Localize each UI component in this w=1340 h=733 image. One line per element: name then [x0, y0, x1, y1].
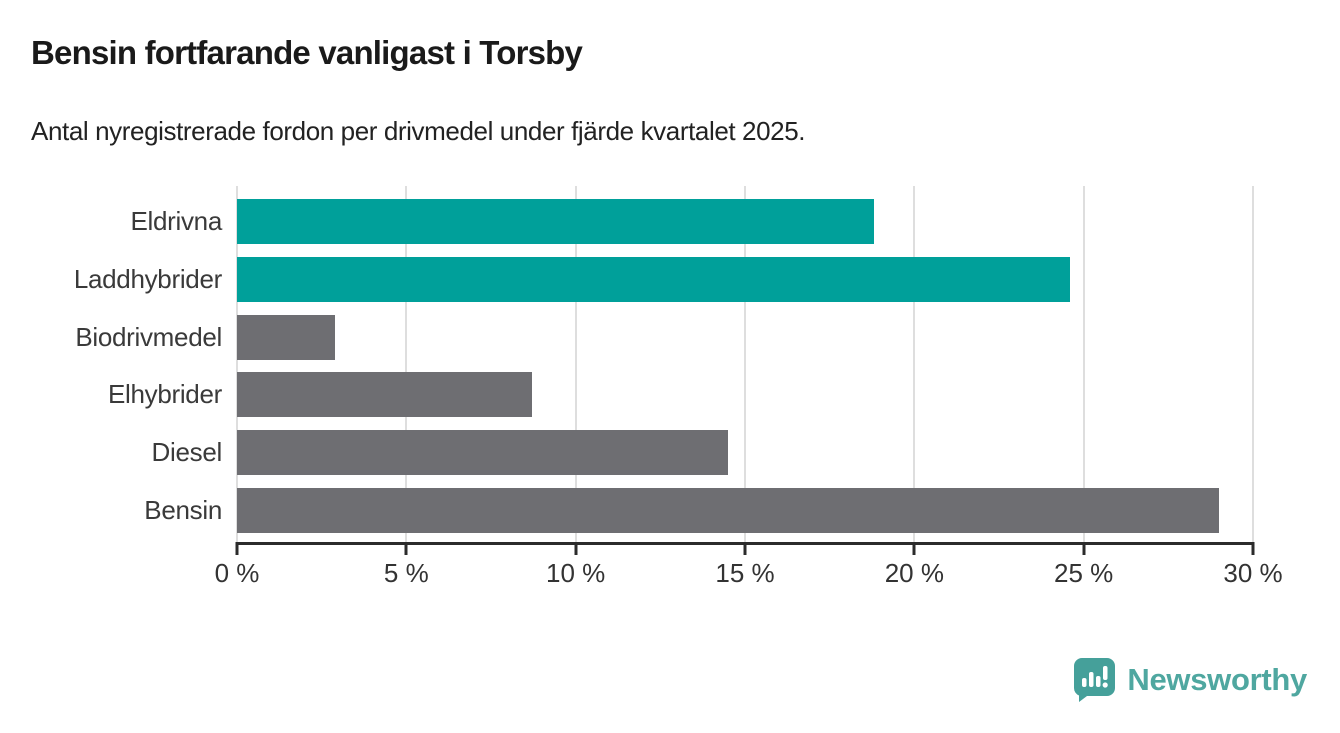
- bar-laddhybrider: [237, 256, 1071, 302]
- bar-elhybrider: [237, 372, 532, 418]
- category-label-diesel: Diesel: [151, 437, 223, 468]
- bar-row-biodrivmedel: Biodrivmedel: [75, 314, 1253, 360]
- x-tick-mark-10: [574, 542, 578, 555]
- x-tick-mark-0: [235, 542, 239, 555]
- brand-name: Newsworthy: [1127, 661, 1307, 697]
- bar-row-diesel: Diesel: [152, 430, 1253, 476]
- bar-row-eldrivna: Eldrivna: [130, 199, 1253, 244]
- x-tick-label-15: 15 %: [715, 558, 775, 588]
- gridline-0: [236, 186, 238, 542]
- x-tick-label-5: 5 %: [383, 558, 429, 588]
- x-tick-label-20: 20 %: [884, 558, 944, 588]
- gridline-10: [574, 186, 577, 542]
- gridline-25: [1082, 186, 1085, 542]
- brand-footer: Newsworthy: [1073, 657, 1307, 702]
- x-tick-mark-25: [1082, 542, 1086, 555]
- chart-subtitle: Antal nyregistrerade fordon per drivmede…: [31, 116, 806, 146]
- x-tick-label-30: 30 %: [1223, 558, 1283, 588]
- newsworthy-logo-icon: [1074, 658, 1116, 702]
- x-tick-mark-30: [1251, 542, 1255, 555]
- bar-row-laddhybrider: Laddhybrider: [74, 256, 1253, 302]
- x-tick-label-25: 25 %: [1054, 558, 1114, 588]
- gridline-20: [913, 186, 916, 542]
- category-label-eldrivna: Eldrivna: [130, 206, 222, 236]
- bar-biodrivmedel: [237, 314, 336, 360]
- bar-eldrivna: [237, 199, 874, 244]
- x-tick-label-10: 10 %: [546, 558, 606, 588]
- gridline-5: [405, 186, 408, 542]
- category-label-bensin: Bensin: [144, 495, 222, 525]
- category-label-laddhybrider: Laddhybrider: [73, 263, 222, 294]
- x-tick-label-0: 0 %: [214, 558, 260, 588]
- gridline-30: [1252, 186, 1254, 542]
- x-tick-mark-15: [743, 542, 747, 555]
- category-label-biodrivmedel: Biodrivmedel: [75, 321, 222, 352]
- category-label-elhybrider: Elhybrider: [107, 379, 222, 410]
- bar-diesel: [237, 430, 729, 476]
- gridline-15: [744, 186, 746, 542]
- x-tick-mark-20: [912, 542, 916, 555]
- x-tick-mark-5: [404, 542, 408, 555]
- bar-row-bensin: Bensin: [144, 488, 1253, 533]
- bar-bensin: [237, 488, 1220, 533]
- chart-title: Bensin fortfarande vanligast i Torsby: [31, 34, 583, 71]
- bar-chart-plot-area: Eldrivna Laddhybrider Biodrivmedel Elhybrid…: [74, 186, 1283, 588]
- bar-row-elhybrider: Elhybrider: [108, 372, 1253, 418]
